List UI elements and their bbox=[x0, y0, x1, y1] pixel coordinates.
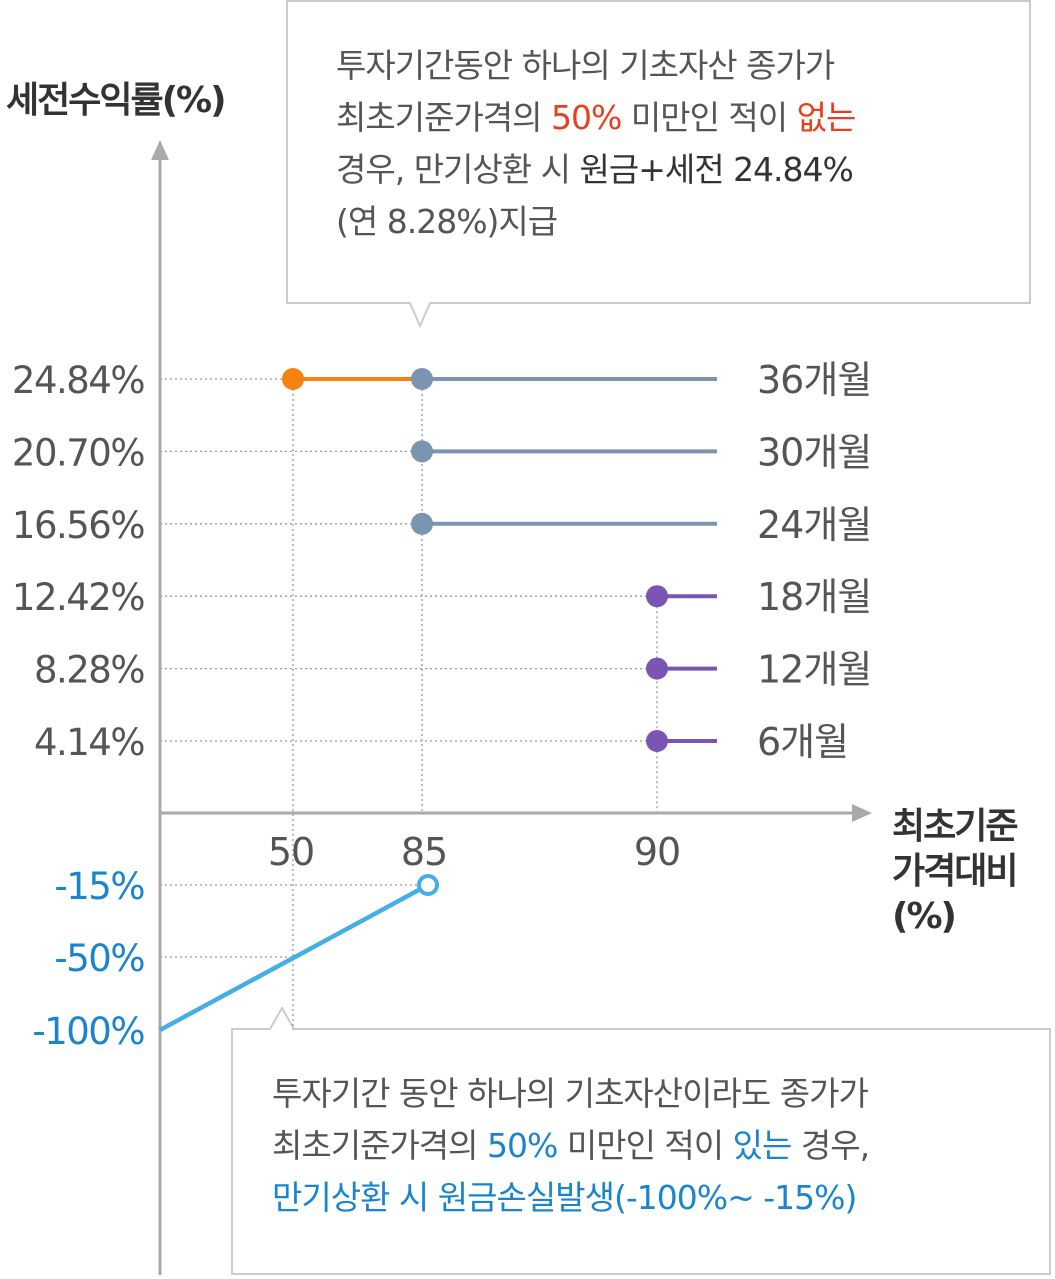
axes bbox=[151, 140, 872, 1275]
callout-segment: 투자기간동안 하나의 기초자산 종가가 bbox=[336, 46, 835, 85]
period-label: 6개월 bbox=[757, 720, 848, 764]
y-axis-arrow bbox=[151, 140, 169, 160]
callout-line: 최초기준가격의 50% 미만인 적이 없는 bbox=[336, 92, 1016, 144]
x-axis-title-line: 가격대비 bbox=[892, 851, 1016, 892]
y-tick-label: 24.84% bbox=[12, 359, 144, 402]
callout-segment: 최초기준가격의 bbox=[336, 98, 552, 137]
callout-segment: 없는 bbox=[796, 98, 857, 137]
payout-point bbox=[646, 585, 668, 608]
callout-segment: 50% bbox=[487, 1126, 558, 1165]
x-tick-label: 85 bbox=[401, 830, 447, 874]
callout-segment: (연 8.28%)지급 bbox=[336, 202, 558, 241]
callout-segment: 50% bbox=[551, 98, 622, 137]
labels: 36개월 24.84% 30개월 20.70% 24개월 16.56% 18개월 12.42%… bbox=[6, 80, 1019, 1053]
loss-endpoint bbox=[417, 874, 439, 896]
callout-segment: 투자기간 동안 하나의 기초자산이라도 종가가 bbox=[272, 1074, 869, 1113]
callout-top-box bbox=[286, 0, 1031, 329]
x-axis-arrow bbox=[852, 804, 872, 822]
y-tick-label: 4.14% bbox=[34, 721, 144, 764]
callout-segment: 원금+세전 24.84% bbox=[579, 150, 853, 189]
period-label: 18개월 bbox=[757, 575, 871, 619]
y-tick-label: 16.56% bbox=[12, 504, 144, 547]
callout-line: 만기상환 시 원금손실발생(-100%~ -15%) bbox=[272, 1172, 1042, 1224]
x-tick-label: 90 bbox=[634, 830, 680, 874]
payout-point bbox=[646, 657, 668, 680]
callout-line: 투자기간 동안 하나의 기초자산이라도 종가가 bbox=[272, 1068, 1042, 1120]
period-label: 24개월 bbox=[757, 503, 871, 547]
callout-line: 투자기간동안 하나의 기초자산 종가가 bbox=[336, 40, 1016, 92]
loss-line bbox=[158, 883, 430, 1032]
callout-segment: 만기상환 시 원금손실발생(-100%~ -15%) bbox=[272, 1178, 857, 1217]
payout-point bbox=[411, 368, 433, 390]
loss-tick-label: -100% bbox=[32, 1010, 144, 1053]
grid bbox=[160, 378, 658, 1030]
period-label: 12개월 bbox=[757, 648, 871, 692]
callout-segment: 미만인 적이 bbox=[557, 1126, 733, 1165]
y-axis-title: 세전수익률(%) bbox=[6, 80, 225, 121]
callout-segment: 최초기준가격의 bbox=[272, 1126, 488, 1165]
loss-tick-label: -50% bbox=[54, 937, 144, 980]
callout-segment: 경우, bbox=[791, 1126, 870, 1165]
callout-line: (연 8.28%)지급 bbox=[336, 196, 1016, 248]
x-axis-title-line: (%) bbox=[892, 896, 955, 937]
y-tick-label: 20.70% bbox=[12, 431, 144, 474]
callout-line: 최초기준가격의 50% 미만인 적이 있는 경우, bbox=[272, 1120, 1042, 1172]
callout-bottom-box bbox=[231, 1005, 1051, 1275]
payout-point bbox=[411, 512, 433, 535]
period-label: 36개월 bbox=[757, 358, 871, 402]
payout-point bbox=[411, 440, 433, 463]
period-label: 30개월 bbox=[757, 430, 871, 474]
knock-in-point bbox=[282, 368, 304, 390]
callout-segment: 있는 bbox=[732, 1126, 793, 1165]
callout-segment: 경우, 만기상환 시 bbox=[336, 150, 580, 189]
marks bbox=[158, 368, 717, 1032]
x-axis-title-line: 최초기준 bbox=[892, 806, 1017, 847]
callout-segment: 미만인 적이 bbox=[621, 98, 797, 137]
callout-line: 경우, 만기상환 시 원금+세전 24.84% bbox=[336, 144, 1016, 196]
payout-point bbox=[646, 730, 668, 752]
y-tick-label: 8.28% bbox=[34, 649, 144, 692]
loss-tick-label: -15% bbox=[54, 865, 144, 908]
x-tick-label: 50 bbox=[268, 830, 314, 874]
y-tick-label: 12.42% bbox=[12, 576, 144, 619]
